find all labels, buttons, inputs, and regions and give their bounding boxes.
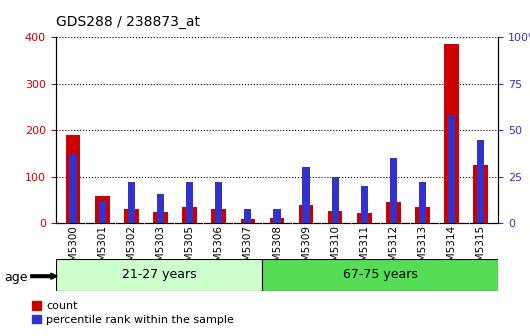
Bar [157,194,164,223]
Bar [477,139,484,223]
Bar [244,209,251,223]
Bar [124,209,139,223]
Bar [186,182,193,223]
Bar [360,186,368,223]
Bar [153,212,167,223]
Bar [415,207,430,223]
Bar [299,205,313,223]
Bar [56,259,262,291]
Bar [241,219,255,223]
Bar [444,44,459,223]
Legend: count, percentile rank within the sample: count, percentile rank within the sample [32,301,234,325]
Bar [66,135,81,223]
Bar [332,177,339,223]
Bar [357,213,372,223]
Bar [215,182,222,223]
Bar [128,182,135,223]
Bar [448,115,455,223]
Bar [95,197,110,223]
Text: 67-75 years: 67-75 years [343,268,418,281]
Bar [262,259,498,291]
Bar [386,203,401,223]
Text: 21-27 years: 21-27 years [121,268,196,281]
Text: GDS288 / 238873_at: GDS288 / 238873_at [56,14,200,29]
Bar [303,168,310,223]
Bar [473,165,488,223]
Bar [182,207,197,223]
Bar [273,209,280,223]
Bar [419,182,426,223]
Text: age: age [4,271,28,284]
Bar [390,158,397,223]
Bar [99,201,106,223]
Bar [69,155,77,223]
Bar [328,211,342,223]
Bar [270,218,284,223]
Bar [211,209,226,223]
